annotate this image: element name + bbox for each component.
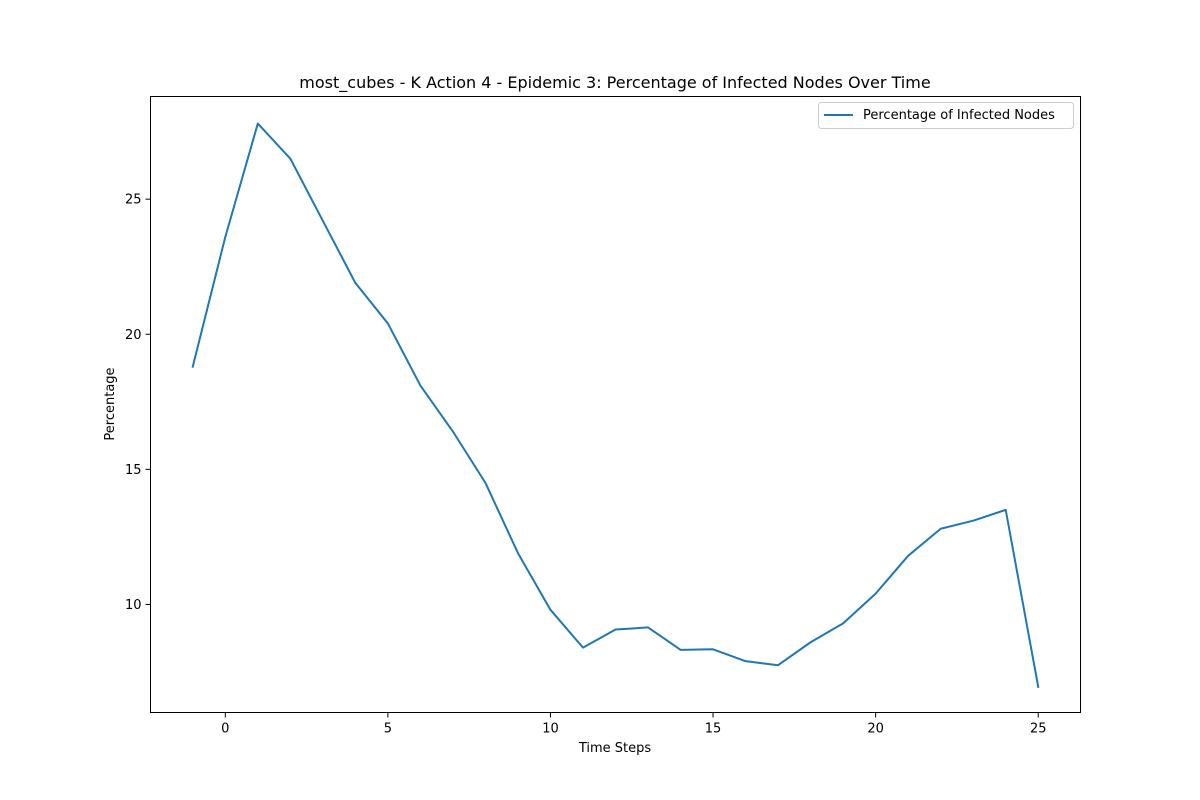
plot-area <box>150 96 1081 713</box>
x-tick-label: 15 <box>705 722 722 737</box>
series-layer <box>191 122 1040 688</box>
series-line-0 <box>191 122 1040 688</box>
legend: Percentage of Infected Nodes <box>818 102 1074 129</box>
legend-label: Percentage of Infected Nodes <box>863 108 1055 123</box>
x-tick-label: 20 <box>867 722 884 737</box>
axes-frame <box>150 96 1081 713</box>
x-axis-ticks: 0 5 10 15 20 25 <box>221 712 1047 737</box>
y-tick-label: 25 <box>125 193 142 208</box>
y-tick-label: 20 <box>125 328 142 343</box>
x-axis-label: Time Steps <box>578 741 652 756</box>
y-axis-label: Percentage <box>103 367 118 440</box>
x-tick-label: 0 <box>221 722 229 737</box>
chart-title: most_cubes - K Action 4 - Epidemic 3: Pe… <box>299 73 930 93</box>
x-tick-label: 10 <box>542 722 559 737</box>
y-tick-label: 10 <box>125 598 142 613</box>
y-tick-label: 15 <box>125 463 142 478</box>
x-tick-label: 25 <box>1030 722 1047 737</box>
x-tick-label: 5 <box>384 722 392 737</box>
y-axis-ticks: 10 15 20 25 <box>125 193 151 613</box>
legend-box <box>818 102 1074 129</box>
